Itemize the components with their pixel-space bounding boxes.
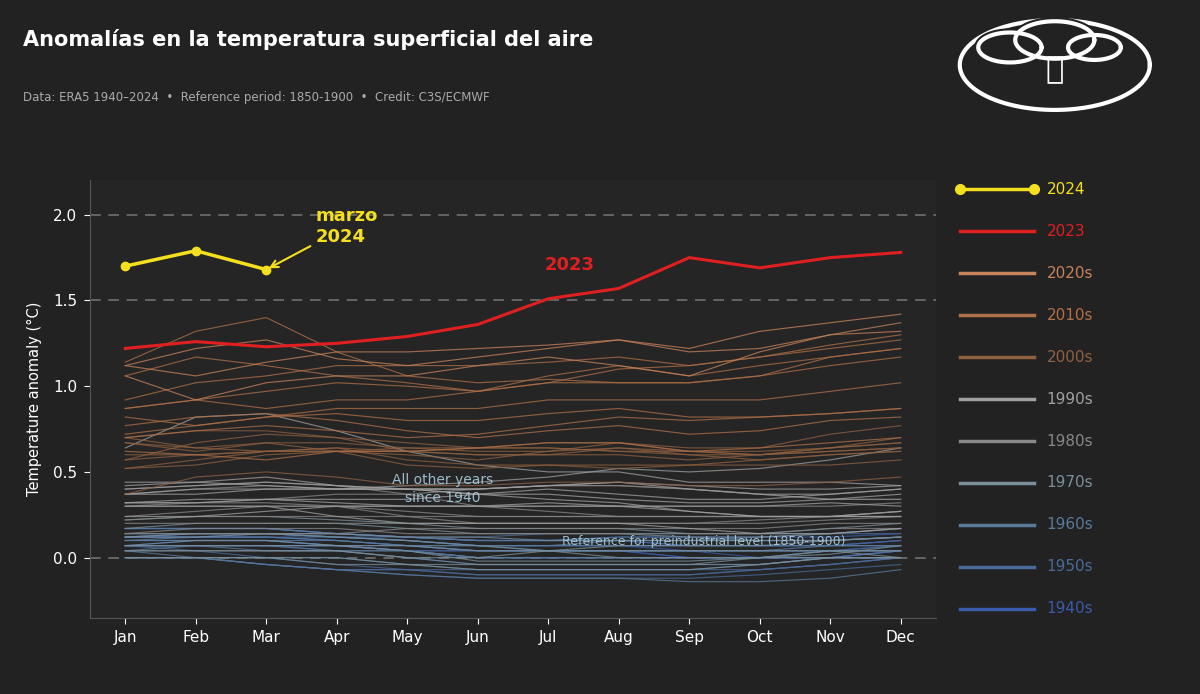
Text: Data: ERA5 1940–2024  •  Reference period: 1850-1900  •  Credit: C3S/ECMWF: Data: ERA5 1940–2024 • Reference period:… xyxy=(24,91,490,104)
Text: 2020s: 2020s xyxy=(1046,266,1093,280)
Text: 1990s: 1990s xyxy=(1046,391,1093,407)
Text: 2023: 2023 xyxy=(545,255,594,273)
Y-axis label: Temperature anomaly (°C): Temperature anomaly (°C) xyxy=(28,302,42,496)
Text: 2000s: 2000s xyxy=(1046,350,1093,364)
Text: 🌡: 🌡 xyxy=(1045,56,1064,85)
Text: 2010s: 2010s xyxy=(1046,307,1093,323)
Text: Reference for preindustrial level (1850-1900): Reference for preindustrial level (1850-… xyxy=(562,535,845,548)
Text: marzo
2024: marzo 2024 xyxy=(271,208,378,267)
Text: Anomalías en la temperatura superficial del aire: Anomalías en la temperatura superficial … xyxy=(24,29,594,51)
Text: 1940s: 1940s xyxy=(1046,602,1093,616)
Text: 1960s: 1960s xyxy=(1046,518,1093,532)
Text: 2023: 2023 xyxy=(1046,223,1085,239)
Text: 1970s: 1970s xyxy=(1046,475,1093,491)
Text: All other years
since 1940: All other years since 1940 xyxy=(392,473,493,505)
Text: 1950s: 1950s xyxy=(1046,559,1093,575)
Text: 1980s: 1980s xyxy=(1046,434,1093,448)
Text: 2024: 2024 xyxy=(1046,182,1085,196)
